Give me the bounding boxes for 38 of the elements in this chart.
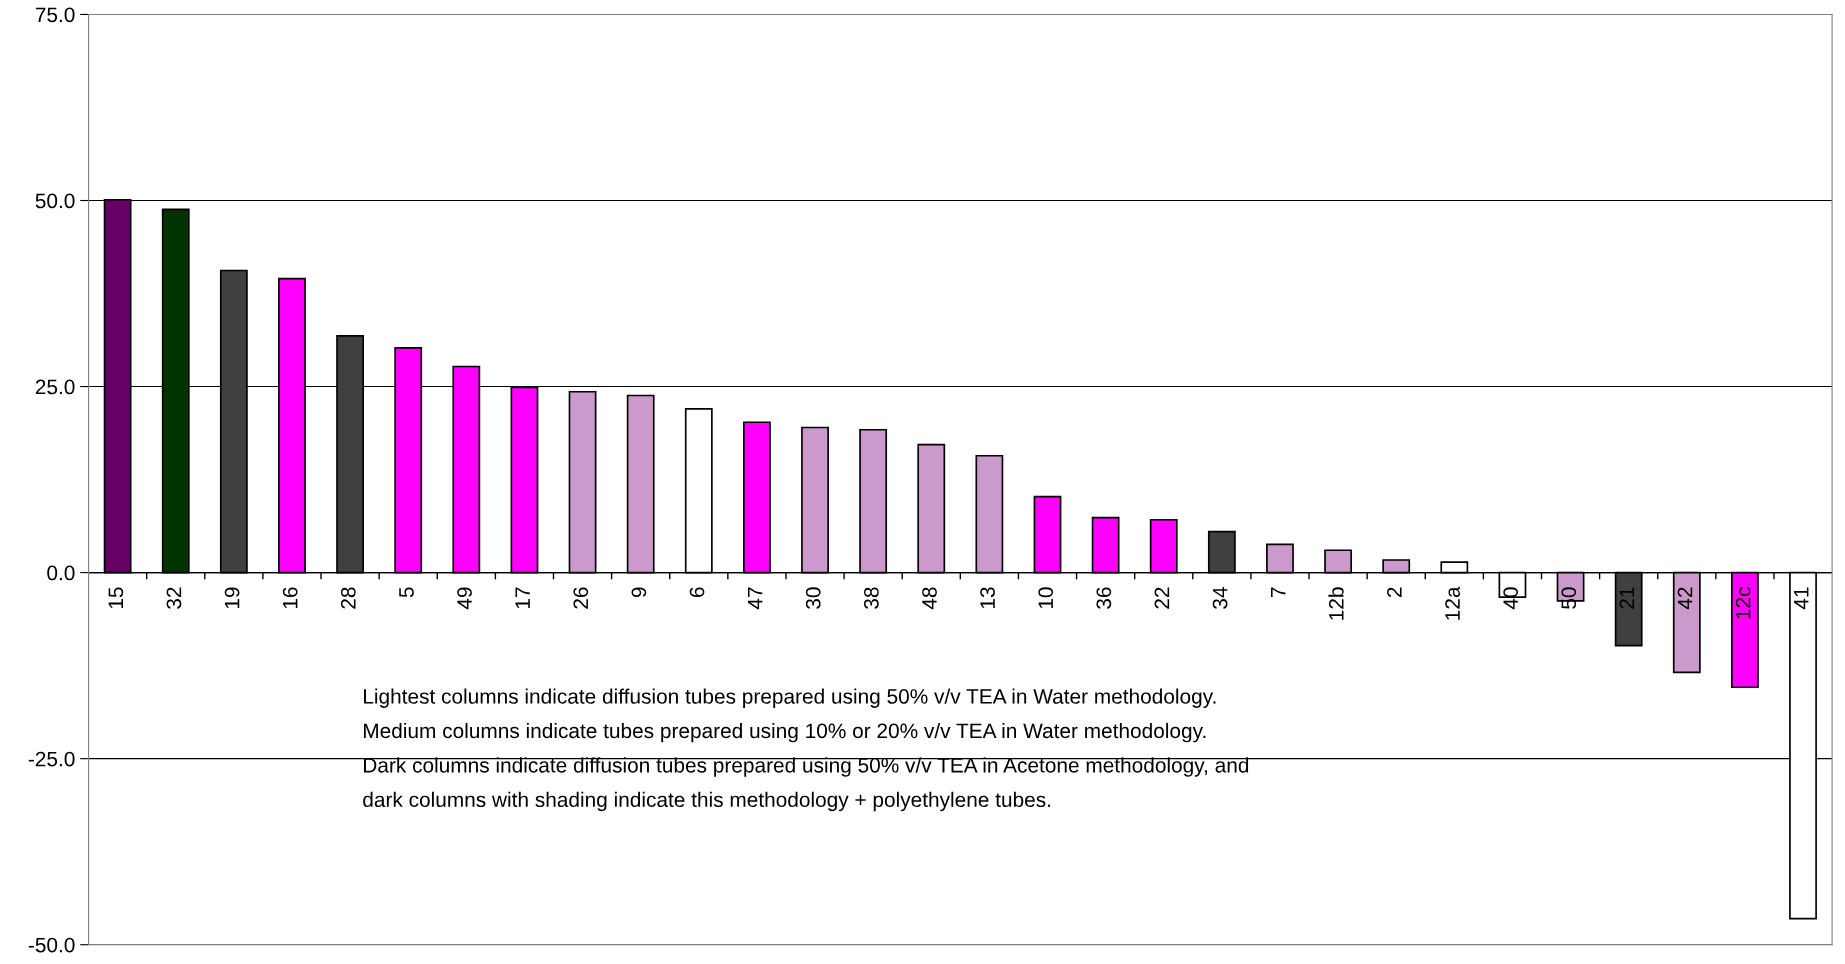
x-tick-label: 2 (1387, 587, 1402, 598)
x-tick-label: 19 (224, 587, 240, 609)
x-tick-label: 12a (1445, 586, 1460, 620)
x-tick-label: 6 (689, 587, 705, 598)
y-tick-label: 50.0 (35, 193, 75, 209)
x-tick-label: 28 (340, 587, 356, 609)
x-tick-label: 49 (457, 587, 472, 610)
x-tick-label: 12c (1735, 587, 1751, 619)
annotation: dark columns with shading indicate this methodology + polyethylene tubes. (363, 791, 1051, 812)
x-tick-label: 26 (573, 587, 589, 609)
x-tick-label: 15 (108, 587, 124, 609)
x-tick-label: 32 (166, 587, 182, 609)
y-tick-label: 0.0 (47, 565, 75, 581)
x-tick-label: 16 (282, 587, 298, 609)
x-tick-label: 41 (1794, 587, 1809, 610)
x-tick-label: 36 (1096, 587, 1112, 609)
x-tick-label: 22 (1154, 587, 1170, 609)
x-tick-label: 12b (1328, 587, 1344, 620)
x-tick-label: 47 (747, 587, 763, 610)
x-tick-label: 34 (1212, 587, 1228, 609)
y-tick-label: 75.0 (35, 7, 75, 23)
x-tick-label: 40 (1503, 587, 1519, 610)
x-tick-label: 13 (980, 587, 995, 609)
annotation: Medium columns indicate tubes prepared using 10% or 20% v/v TEA in Water methodology. (364, 722, 1206, 743)
x-tick-label: 10 (1038, 587, 1054, 609)
y-tick-label: 25.0 (35, 379, 75, 395)
y-tick-label: -50.0 (28, 937, 75, 953)
y-tick-label: -25.0 (28, 751, 75, 767)
x-tick-label: 9 (631, 587, 647, 598)
x-tick-label: 21 (1619, 587, 1635, 609)
x-tick-label: 30 (805, 587, 821, 609)
annotation: Lightest columns indicate diffusion tubes prepared using 50% v/v TEA in Water methodology. (364, 688, 1216, 708)
x-tick-label: 7 (1271, 587, 1286, 598)
x-tick-label: 5 (399, 587, 414, 598)
x-tick-label: 42 (1677, 587, 1693, 610)
x-tick-label: 38 (863, 587, 879, 609)
x-tick-label: 48 (922, 587, 937, 610)
x-tick-label: 17 (515, 587, 530, 609)
